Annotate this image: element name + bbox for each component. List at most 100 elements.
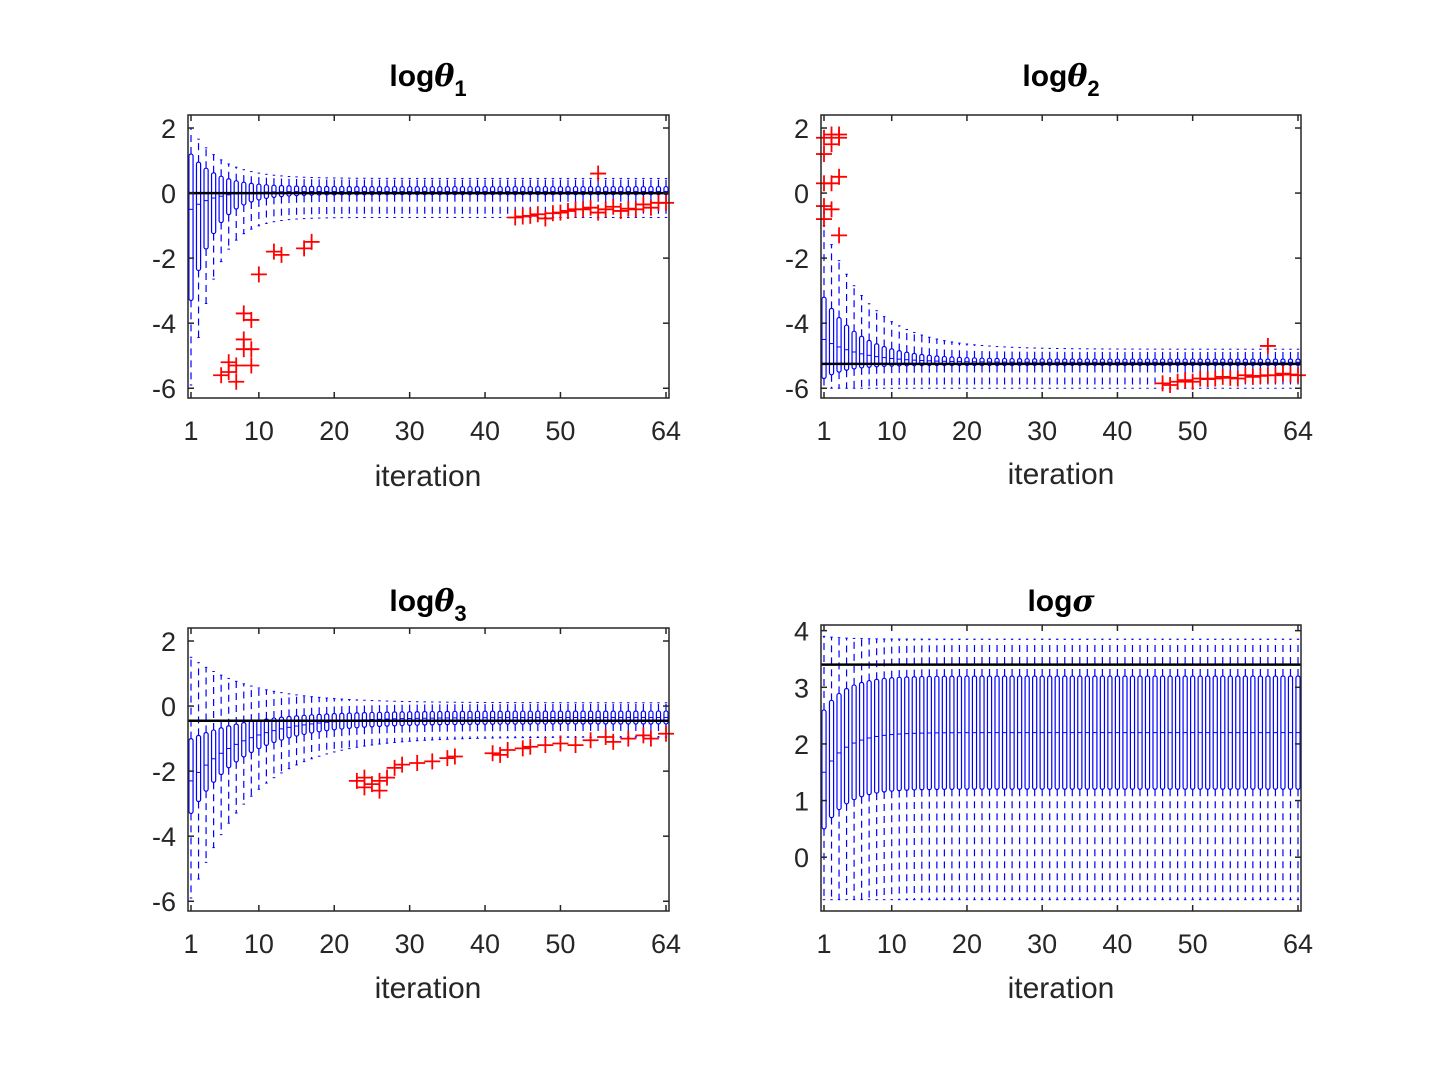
- box-iteration-3: [203, 147, 209, 304]
- outlier-marker: [537, 737, 554, 754]
- outlier-marker: [379, 769, 396, 786]
- box-iqr: [489, 185, 496, 196]
- box-iteration-61: [1272, 638, 1279, 901]
- box-iqr: [369, 185, 375, 196]
- box-iteration-4: [843, 273, 850, 389]
- box-iqr: [233, 180, 239, 210]
- outlier-marker: [1267, 367, 1284, 384]
- box-iteration-37: [1092, 348, 1098, 389]
- box-iqr: [391, 185, 398, 196]
- box-iqr: [226, 725, 232, 769]
- box-iqr: [376, 185, 383, 196]
- outlier-marker: [265, 243, 282, 260]
- box-iteration-4: [843, 637, 850, 901]
- box-iteration-43: [504, 177, 511, 218]
- box-iteration-45: [1152, 348, 1158, 389]
- box-iteration-15: [926, 336, 932, 389]
- x-tick-label: 30: [1027, 416, 1057, 446]
- box-iteration-6: [226, 677, 232, 824]
- box-iteration-19: [324, 177, 330, 219]
- box-iteration-14: [286, 693, 292, 770]
- box-iteration-44: [1144, 348, 1151, 389]
- box-iqr: [633, 185, 639, 196]
- box-iteration-35: [444, 177, 451, 218]
- title-symbol: θ: [1067, 59, 1087, 94]
- box-iqr: [851, 684, 857, 801]
- box-iqr: [278, 184, 285, 198]
- box-iqr: [474, 185, 481, 196]
- box-iteration-18: [949, 341, 955, 389]
- y-tick-label: 2: [161, 627, 176, 657]
- box-iqr: [565, 185, 571, 196]
- box-iqr: [904, 351, 910, 367]
- outlier-marker: [1207, 370, 1224, 387]
- box-iteration-36: [1084, 638, 1090, 901]
- outlier-marker: [514, 740, 531, 757]
- outlier-marker: [831, 168, 848, 185]
- box-iteration-12: [904, 328, 910, 389]
- x-ticks: 1 10 20 30 40 50 64: [183, 628, 681, 959]
- box-iteration-2: [195, 662, 202, 880]
- box-iteration-38: [467, 177, 473, 218]
- box-iteration-10: [889, 638, 895, 901]
- box-iteration-30: [1039, 347, 1045, 389]
- box-iteration-41: [489, 177, 496, 218]
- box-iqr: [218, 175, 224, 224]
- plot-area: [188, 115, 669, 398]
- x-tick-label: 20: [952, 416, 982, 446]
- box-iteration-22: [979, 638, 985, 901]
- title-symbol: σ: [1072, 584, 1095, 619]
- box-iqr: [301, 185, 307, 197]
- box-iteration-33: [429, 177, 435, 218]
- box-iqr: [437, 185, 443, 196]
- box-plots: [188, 656, 669, 899]
- box-iteration-29: [1032, 638, 1038, 901]
- box-iteration-38: [1099, 638, 1106, 901]
- outlier-marker: [658, 194, 674, 211]
- box-iteration-62: [1280, 638, 1286, 901]
- box-iteration-31: [414, 177, 420, 218]
- x-tick-label: 20: [319, 929, 349, 959]
- box-iteration-47: [1167, 638, 1173, 901]
- box-iteration-42: [1129, 348, 1136, 389]
- box-iqr: [210, 172, 217, 235]
- box-iqr: [821, 709, 827, 830]
- box-iteration-63: [1287, 638, 1294, 901]
- box-iteration-11: [896, 325, 902, 389]
- box-iteration-5: [218, 159, 224, 263]
- title-prefix: log: [389, 60, 434, 93]
- box-iqr: [195, 734, 202, 803]
- box-iqr: [580, 185, 586, 196]
- box-iqr: [210, 729, 217, 783]
- box-iteration-56: [1235, 638, 1241, 901]
- box-iqr: [406, 185, 413, 196]
- box-iteration-9: [881, 638, 887, 901]
- box-iqr: [640, 185, 647, 196]
- box-iteration-24: [994, 346, 1000, 389]
- box-iqr: [550, 185, 556, 196]
- outlier-marker: [371, 782, 388, 799]
- box-iteration-34: [437, 701, 443, 741]
- outlier-marker: [363, 776, 380, 793]
- box-iteration-26: [376, 177, 383, 219]
- title-prefix: log: [1027, 585, 1072, 618]
- box-iqr: [843, 687, 850, 805]
- axes-box: [820, 624, 1302, 912]
- subplot-title: logθ1: [389, 59, 466, 101]
- box-iteration-30: [1039, 638, 1045, 901]
- box-iteration-7: [233, 680, 239, 814]
- box-iteration-15: [926, 638, 932, 901]
- outlier-marker: [235, 331, 252, 348]
- box-iteration-24: [361, 177, 368, 219]
- box-iteration-16: [301, 695, 307, 763]
- box-iteration-52: [1205, 638, 1211, 901]
- box-iqr: [828, 307, 835, 376]
- y-tick-label: 0: [794, 843, 809, 873]
- box-iteration-5: [218, 674, 224, 836]
- box-iteration-23: [986, 345, 993, 389]
- box-iteration-15: [293, 176, 300, 220]
- outlier-marker: [831, 227, 848, 244]
- outlier-marker: [620, 730, 637, 747]
- box-iteration-12: [271, 174, 277, 223]
- box-iqr: [625, 185, 631, 196]
